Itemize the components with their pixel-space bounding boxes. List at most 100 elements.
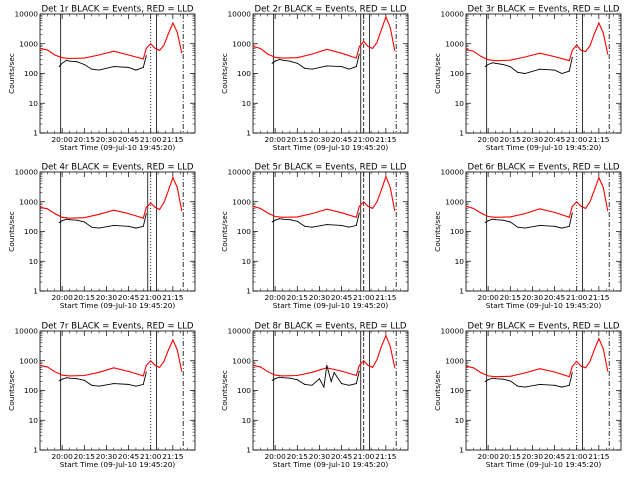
- data-point-events: [69, 377, 71, 379]
- data-point-lld: [524, 372, 526, 374]
- data-point-events: [76, 61, 78, 63]
- data-point-lld: [465, 365, 467, 367]
- data-point-lld: [176, 31, 178, 33]
- data-point-lld: [113, 367, 115, 369]
- y-tick-label: 10: [455, 257, 465, 266]
- y-tick-label: 10: [29, 416, 39, 425]
- data-point-lld: [159, 49, 161, 51]
- data-point-lld: [282, 216, 284, 218]
- data-point-lld: [167, 349, 169, 351]
- data-point-lld: [367, 205, 369, 207]
- x-tick-label: 20:45: [118, 452, 140, 461]
- y-tick-label: 1: [246, 287, 251, 296]
- data-point-events: [517, 385, 519, 387]
- chart-title: Det 8r BLACK = Events, RED = LLD: [254, 322, 406, 332]
- data-point-lld: [465, 48, 467, 50]
- data-point-lld: [252, 46, 254, 48]
- data-point-lld: [159, 208, 161, 210]
- data-point-lld: [487, 59, 489, 61]
- data-point-lld: [487, 215, 489, 217]
- data-point-events: [91, 68, 93, 70]
- data-point-lld: [554, 56, 556, 58]
- x-tick-label: 20:30: [309, 452, 331, 461]
- data-point-lld: [252, 205, 254, 207]
- data-point-lld: [568, 376, 570, 378]
- data-point-lld: [380, 29, 382, 31]
- x-axis-label: Start Time (09-Jul-10 19:45:20): [273, 143, 389, 152]
- y-axis-label: Counts/sec: [433, 53, 442, 94]
- y-axis-label: Counts/sec: [220, 370, 229, 411]
- series-line-events: [484, 57, 573, 74]
- data-point-events: [330, 381, 332, 383]
- x-tick-label: 20:30: [96, 452, 118, 461]
- data-point-lld: [358, 46, 360, 48]
- data-point-lld: [376, 201, 378, 203]
- data-point-events: [83, 379, 85, 381]
- y-tick-label: 1: [246, 129, 251, 138]
- y-tick-label: 10000: [440, 327, 464, 336]
- chart-panel-2: Det 2r BLACK = Events, RED = LLD 1 10 100 10…: [220, 5, 409, 152]
- x-tick-label: 21:00: [140, 452, 162, 461]
- data-point-events: [83, 64, 85, 66]
- data-point-lld: [539, 208, 541, 210]
- data-point-events: [289, 377, 291, 379]
- data-point-lld: [363, 40, 365, 42]
- data-point-lld: [571, 365, 573, 367]
- x-tick-label: 20:15: [287, 135, 309, 144]
- data-point-lld: [568, 216, 570, 218]
- data-point-events: [113, 66, 115, 68]
- data-point-events: [561, 227, 563, 229]
- x-tick-label: 21:15: [162, 452, 184, 461]
- data-point-events: [571, 372, 573, 374]
- data-point-events: [142, 66, 144, 68]
- data-point-lld: [113, 209, 115, 211]
- y-tick-label: 10000: [440, 168, 464, 177]
- data-point-lld: [54, 213, 56, 215]
- data-point-lld: [367, 364, 369, 366]
- data-point-lld: [181, 52, 183, 54]
- chart-panel-4: Det 4r BLACK = Events, RED = LLD 1 10 100 10…: [7, 163, 196, 310]
- data-point-events: [487, 220, 489, 222]
- data-point-events: [128, 225, 130, 227]
- data-point-events: [487, 379, 489, 381]
- data-point-lld: [509, 216, 511, 218]
- data-point-lld: [259, 366, 261, 368]
- data-point-events: [296, 220, 298, 222]
- data-point-lld: [142, 58, 144, 60]
- data-point-lld: [571, 49, 573, 51]
- data-point-lld: [46, 208, 48, 210]
- data-point-events: [561, 386, 563, 388]
- data-point-events: [524, 227, 526, 229]
- chart-title: Det 6r BLACK = Events, RED = LLD: [467, 163, 619, 173]
- x-tick-label: 20:00: [264, 135, 286, 144]
- chart-title: Det 2r BLACK = Events, RED = LLD: [254, 5, 406, 15]
- data-point-lld: [145, 47, 147, 49]
- x-tick-label: 20:00: [264, 293, 286, 302]
- data-point-events: [487, 64, 489, 66]
- x-tick-label: 21:15: [375, 293, 397, 302]
- x-tick-label: 21:15: [375, 452, 397, 461]
- data-point-events: [539, 68, 541, 70]
- data-point-lld: [607, 370, 609, 372]
- y-tick-label: 10000: [14, 327, 38, 336]
- data-point-lld: [296, 57, 298, 59]
- data-point-events: [83, 221, 85, 223]
- chart-panel-1: Det 1r BLACK = Events, RED = LLD 1 10 100 10…: [7, 5, 196, 152]
- y-tick-label: 1: [459, 287, 464, 296]
- data-point-events: [98, 385, 100, 387]
- data-point-events: [142, 225, 144, 227]
- plot-frame: [252, 171, 409, 292]
- data-point-events: [484, 222, 486, 224]
- data-point-events: [348, 68, 350, 70]
- data-point-lld: [296, 216, 298, 218]
- x-tick-label: 20:30: [309, 293, 331, 302]
- plot-frame: [465, 171, 622, 292]
- data-point-lld: [385, 16, 387, 18]
- data-point-lld: [589, 201, 591, 203]
- data-point-lld: [98, 54, 100, 56]
- data-point-events: [66, 59, 68, 61]
- x-tick-label: 20:15: [500, 135, 522, 144]
- y-tick-label: 100: [237, 386, 251, 395]
- data-point-events: [128, 383, 130, 385]
